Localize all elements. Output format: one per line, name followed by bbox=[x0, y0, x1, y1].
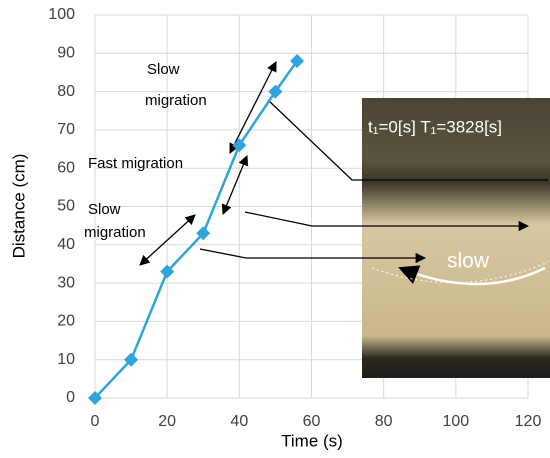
annotation: migration bbox=[145, 92, 207, 109]
x-axis-title: Time (s) bbox=[281, 431, 343, 450]
x-tick-label: 100 bbox=[442, 413, 469, 430]
y-tick-label: 10 bbox=[57, 351, 75, 368]
y-axis-title: Distance (cm) bbox=[9, 154, 28, 259]
arrow bbox=[221, 155, 249, 215]
data-point bbox=[124, 352, 139, 367]
photo-bg bbox=[362, 98, 550, 378]
data-point bbox=[290, 53, 305, 68]
y-tick-label: 30 bbox=[57, 274, 75, 291]
arrow bbox=[139, 214, 196, 266]
data-point bbox=[232, 138, 247, 153]
data-point bbox=[88, 391, 102, 405]
photo-label: t₁=0[s] T₁=3828[s] bbox=[368, 117, 502, 136]
photo-arrow bbox=[398, 265, 546, 286]
data-point bbox=[196, 226, 211, 241]
x-tick-label: 40 bbox=[230, 413, 248, 430]
y-tick-label: 100 bbox=[48, 6, 75, 23]
annotation: Slow bbox=[88, 201, 121, 218]
data-point bbox=[160, 264, 175, 279]
x-tick-label: 0 bbox=[91, 413, 100, 430]
leader-line bbox=[244, 211, 530, 232]
arrow bbox=[229, 61, 277, 154]
y-tick-label: 60 bbox=[57, 159, 75, 176]
y-tick-label: 40 bbox=[57, 236, 75, 253]
y-tick-label: 0 bbox=[66, 389, 75, 406]
leader-line bbox=[199, 248, 427, 264]
photo: t₁=0[s] T₁=3828[s] slow bbox=[362, 98, 550, 378]
leader-line bbox=[267, 99, 548, 181]
data-point bbox=[268, 84, 283, 99]
y-tick-label: 70 bbox=[57, 121, 75, 138]
photo-label: slow bbox=[447, 250, 490, 273]
y-tick-label: 50 bbox=[57, 198, 75, 215]
x-tick-label: 80 bbox=[375, 413, 393, 430]
x-tick-label: 60 bbox=[303, 413, 321, 430]
photo-dots bbox=[371, 261, 549, 284]
annotation: Slow bbox=[147, 61, 180, 78]
leaders bbox=[139, 61, 548, 266]
annotation: Fast migration bbox=[88, 155, 183, 172]
x-tick-label: 120 bbox=[515, 413, 542, 430]
y-tick-label: 90 bbox=[57, 45, 75, 62]
y-tick-label: 20 bbox=[57, 313, 75, 330]
y-tick-label: 80 bbox=[57, 83, 75, 100]
x-tick-label: 20 bbox=[158, 413, 176, 430]
annotation: migration bbox=[84, 224, 146, 241]
